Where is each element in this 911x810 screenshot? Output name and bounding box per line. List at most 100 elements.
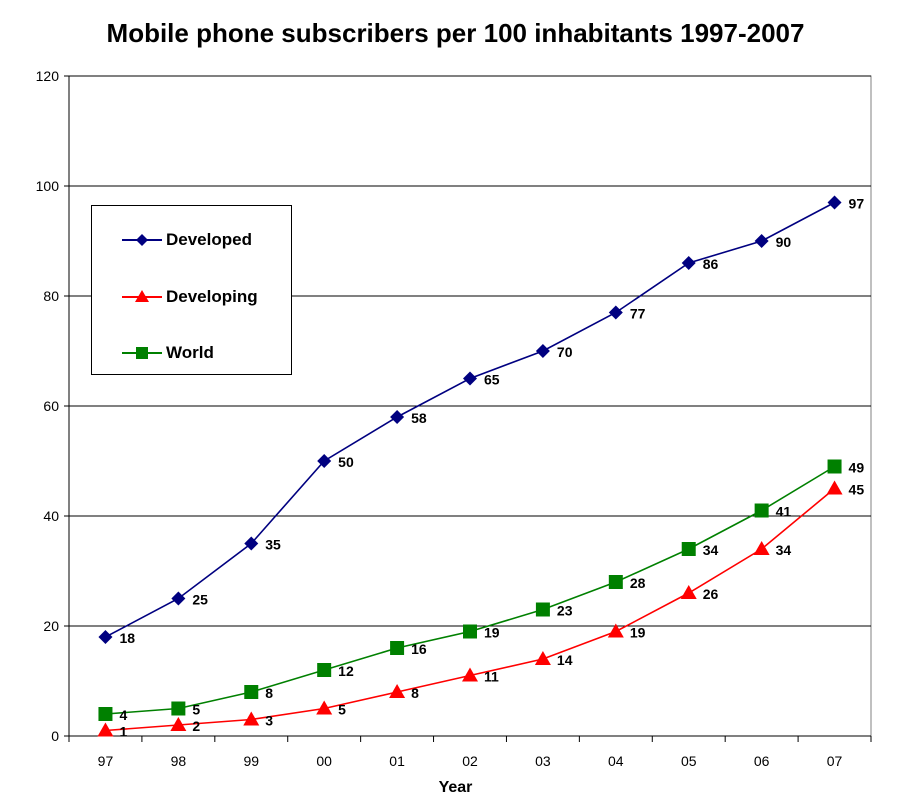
x-tick-label: 98 xyxy=(171,753,187,769)
data-label-developed: 35 xyxy=(265,537,281,553)
y-tick-label: 20 xyxy=(43,618,59,634)
x-axis-label: Year xyxy=(438,779,473,796)
data-label-developing: 14 xyxy=(557,652,573,668)
legend-item-developing: Developing xyxy=(122,286,258,308)
data-label-developing: 45 xyxy=(849,482,865,498)
point-developed xyxy=(390,410,405,424)
point-developed xyxy=(754,234,769,248)
point-world xyxy=(681,542,696,556)
point-developed xyxy=(535,344,550,358)
data-label-developing: 26 xyxy=(703,586,719,602)
data-label-developed: 90 xyxy=(776,234,792,250)
x-tick-label: 97 xyxy=(98,753,114,769)
point-developed xyxy=(171,591,186,606)
x-tick-label: 06 xyxy=(754,753,770,769)
series-lines xyxy=(97,195,843,737)
data-label-world: 8 xyxy=(265,685,273,701)
legend-label-world: World xyxy=(166,343,214,362)
data-label-world: 28 xyxy=(630,575,646,591)
data-label-developed: 77 xyxy=(630,306,646,322)
y-tick-label: 100 xyxy=(36,178,60,194)
data-label-developed: 97 xyxy=(849,196,865,212)
data-label-world: 5 xyxy=(192,702,200,718)
point-developing xyxy=(462,667,478,682)
point-developing xyxy=(753,541,770,555)
y-tick-label: 0 xyxy=(51,728,59,744)
point-developed xyxy=(244,536,259,551)
legend-marker-world xyxy=(122,347,162,359)
data-label-developing: 3 xyxy=(265,713,273,729)
point-developing xyxy=(170,717,187,731)
data-label-developed: 18 xyxy=(119,630,135,646)
x-tick-label: 04 xyxy=(608,753,624,769)
point-developing xyxy=(389,684,406,698)
legend-item-developed: Developed xyxy=(122,229,252,251)
point-developing xyxy=(680,585,697,599)
x-tick-label: 03 xyxy=(535,753,551,769)
point-developed xyxy=(98,630,113,644)
data-label-developed: 65 xyxy=(484,372,500,388)
y-tick-label: 40 xyxy=(43,508,59,524)
x-tick-label: 99 xyxy=(243,753,259,769)
data-label-developing: 11 xyxy=(484,669,499,685)
data-label-world: 49 xyxy=(849,460,865,476)
legend-item-world: World xyxy=(122,342,214,364)
data-label-world: 12 xyxy=(338,663,354,679)
point-developing xyxy=(243,711,260,726)
data-label-developed: 86 xyxy=(703,256,719,272)
point-world xyxy=(98,707,113,721)
point-world xyxy=(390,641,405,655)
point-developed xyxy=(608,305,623,320)
x-tick-label: 01 xyxy=(389,753,405,769)
axes xyxy=(64,75,872,742)
data-label-world: 41 xyxy=(776,504,792,520)
data-label-developed: 25 xyxy=(192,592,208,608)
x-tick-label: 05 xyxy=(681,753,697,769)
point-developing xyxy=(316,700,333,715)
point-world xyxy=(827,459,842,474)
legend-label-developed: Developed xyxy=(166,230,252,249)
data-label-world: 34 xyxy=(703,542,719,558)
data-label-developing: 1 xyxy=(119,724,127,740)
point-world xyxy=(244,685,259,699)
point-world xyxy=(535,602,550,617)
data-label-developing: 19 xyxy=(630,625,646,641)
data-label-developing: 34 xyxy=(776,542,792,558)
y-tick-label: 80 xyxy=(43,288,59,304)
point-developing xyxy=(97,722,114,737)
y-tick-label: 60 xyxy=(43,398,59,414)
legend-label-developing: Developing xyxy=(166,287,258,306)
legend: Developed Developing World xyxy=(91,205,292,375)
data-label-developing: 8 xyxy=(411,685,419,701)
point-world xyxy=(171,701,186,716)
data-label-developing: 2 xyxy=(192,718,200,734)
data-label-world: 19 xyxy=(484,625,500,641)
data-label-world: 16 xyxy=(411,641,427,657)
data-label-developed: 50 xyxy=(338,454,354,470)
legend-marker-developing xyxy=(122,290,162,302)
x-tick-label: 07 xyxy=(827,753,843,769)
data-label-developed: 58 xyxy=(411,410,427,426)
point-world xyxy=(317,663,332,677)
point-developing xyxy=(607,623,624,638)
data-label-developing: 5 xyxy=(338,702,346,718)
chart-title: Mobile phone subscribers per 100 inhabit… xyxy=(106,18,805,48)
tick-labels: 0 20 40 60 80 100 120 97 98 99 00 01 02 03 04 05 06 07 xyxy=(36,68,843,769)
x-tick-label: 00 xyxy=(316,753,332,769)
point-world xyxy=(608,575,623,589)
data-label-developed: 70 xyxy=(557,344,573,360)
data-label-world: 23 xyxy=(557,603,573,619)
point-world xyxy=(754,503,769,518)
point-developed xyxy=(681,256,696,270)
point-developing xyxy=(826,480,843,495)
legend-marker-developed xyxy=(122,234,162,246)
point-developed xyxy=(317,454,332,468)
point-developed xyxy=(827,195,842,210)
y-tick-label: 120 xyxy=(36,68,60,84)
x-tick-label: 02 xyxy=(462,753,478,769)
point-developed xyxy=(463,371,477,386)
point-developing xyxy=(534,651,551,665)
point-world xyxy=(463,624,477,639)
